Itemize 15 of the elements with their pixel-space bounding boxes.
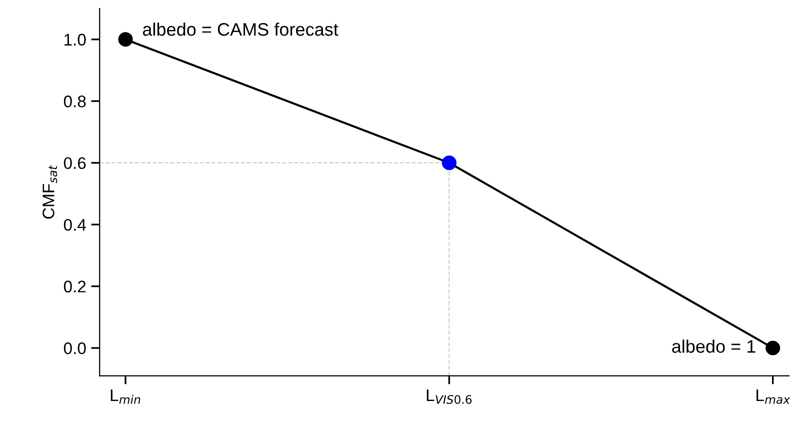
y-tick-label: 0.0: [64, 342, 86, 354]
y-tick-label: 0.8: [64, 96, 86, 108]
point: [118, 32, 133, 47]
y-tick-label: 0.6: [64, 157, 86, 170]
y-tick-label: 0.4: [64, 218, 86, 231]
y-tick-label: 0.2: [64, 280, 86, 292]
y-tick-label: 1.0: [64, 34, 86, 46]
point: [766, 340, 780, 356]
annotation: albedo = CAMS forecast: [142, 22, 338, 36]
x-tick-label: L$_{min}$: [110, 390, 140, 404]
y-axis-title: CMF$_{sat}$: [42, 165, 58, 219]
point: [442, 156, 456, 170]
x-tick-label: L$_{VIS0.6}$: [426, 390, 472, 404]
annotation: albedo = 1: [672, 340, 756, 353]
x-tick-label: L$_{max}$: [756, 390, 790, 404]
